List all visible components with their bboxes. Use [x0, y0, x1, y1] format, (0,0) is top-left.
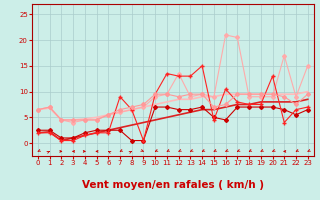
X-axis label: Vent moyen/en rafales ( km/h ): Vent moyen/en rafales ( km/h )	[82, 180, 264, 190]
